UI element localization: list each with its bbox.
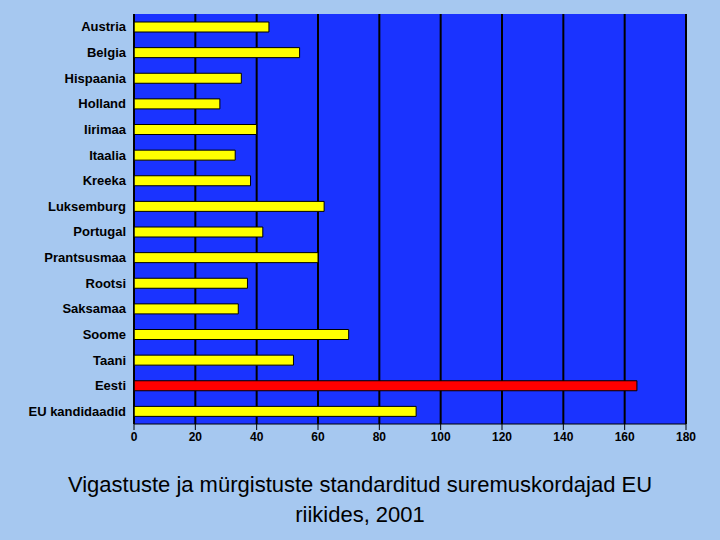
svg-text:Hispaania: Hispaania — [65, 71, 127, 86]
svg-text:0: 0 — [131, 430, 138, 444]
svg-text:80: 80 — [373, 430, 387, 444]
svg-text:Portugal: Portugal — [73, 224, 126, 239]
svg-text:Saksamaa: Saksamaa — [62, 301, 126, 316]
html-text:Vigastuste ja mürgistuste stan: Vigastuste ja mürgistuste standarditud s… — [67, 472, 653, 527]
svg-text:Holland: Holland — [78, 96, 126, 111]
svg-text:140: 140 — [553, 430, 573, 444]
svg-text:40: 40 — [250, 430, 264, 444]
svg-text:Iirimaa: Iirimaa — [84, 122, 127, 137]
svg-text:100: 100 — [431, 430, 451, 444]
svg-text:Kreeka: Kreeka — [83, 173, 127, 188]
svg-text:Luksemburg: Luksemburg — [48, 199, 126, 214]
svg-text:180: 180 — [676, 430, 696, 444]
svg-text:Rootsi: Rootsi — [86, 276, 126, 291]
svg-text:160: 160 — [615, 430, 635, 444]
svg-text:Taani: Taani — [93, 353, 126, 368]
svg-text:Prantsusmaa: Prantsusmaa — [44, 250, 126, 265]
svg-text:Belgia: Belgia — [87, 45, 127, 60]
svg-text:Eesti: Eesti — [95, 378, 126, 393]
svg-text:20: 20 — [189, 430, 203, 444]
svg-text:60: 60 — [311, 430, 325, 444]
svg-text:EU kandidaadid: EU kandidaadid — [28, 404, 126, 419]
svg-text:Soome: Soome — [83, 327, 126, 342]
svg-text:Austria: Austria — [81, 19, 127, 34]
svg-text:Itaalia: Itaalia — [89, 148, 127, 163]
svg-text:120: 120 — [492, 430, 512, 444]
